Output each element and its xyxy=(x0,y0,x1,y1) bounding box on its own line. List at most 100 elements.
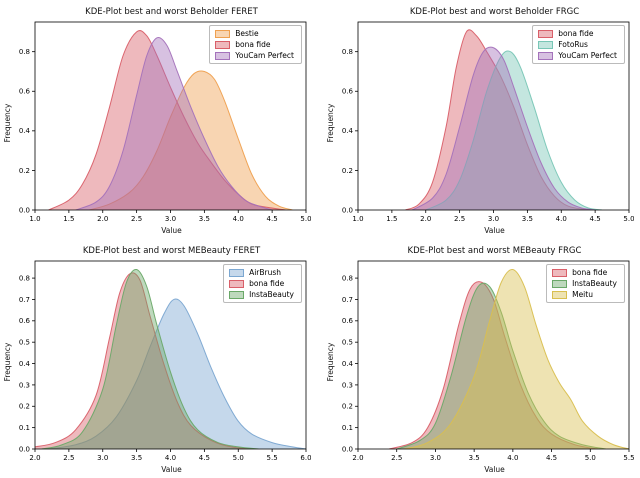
svg-text:5.0: 5.0 xyxy=(300,215,311,223)
svg-text:2.0: 2.0 xyxy=(29,454,40,462)
chart-title: KDE-Plot best and worst Beholder FERET xyxy=(85,7,258,17)
svg-text:5.0: 5.0 xyxy=(233,454,244,462)
chart-title: KDE-Plot best and worst MEBeauty FERET xyxy=(82,246,261,256)
svg-text:2.0: 2.0 xyxy=(420,215,431,223)
svg-text:0.0: 0.0 xyxy=(342,445,353,453)
svg-text:2.0: 2.0 xyxy=(352,454,363,462)
x-axis-label: Value xyxy=(161,226,182,235)
y-axis-label: Frequency xyxy=(3,342,12,381)
plot-canvas: 2.0 2.5 3.0 3.5 4.0 4.5 5.0 5.5 0.0 0.1 0.2 0.3 0.4 0… xyxy=(342,260,634,462)
legend-item: InstaBeauty xyxy=(229,290,294,299)
svg-text:4.0: 4.0 xyxy=(507,454,518,462)
plot-canvas: 2.0 2.5 3.0 3.5 4.0 4.5 5.0 5.5 6.0 0.0 0.1 0.2 0.3 0… xyxy=(19,260,311,462)
legend-label: Bestie xyxy=(235,29,259,38)
legend-item: bona fide xyxy=(229,279,294,288)
svg-text:0.0: 0.0 xyxy=(19,445,30,453)
svg-text:6.0: 6.0 xyxy=(300,454,311,462)
legend-item: bona fide xyxy=(552,268,617,277)
svg-text:0.4: 0.4 xyxy=(19,127,31,135)
svg-text:1.0: 1.0 xyxy=(352,215,363,223)
x-axis-label: Value xyxy=(484,226,505,235)
legend-swatch xyxy=(538,51,554,60)
svg-text:0.1: 0.1 xyxy=(19,424,30,432)
legend-swatch xyxy=(538,40,554,49)
y-axis-label: Frequency xyxy=(326,103,335,142)
legend-swatch xyxy=(538,29,554,38)
svg-text:0.5: 0.5 xyxy=(19,339,30,347)
legend-swatch xyxy=(229,268,245,277)
svg-text:0.6: 0.6 xyxy=(342,88,354,96)
svg-text:2.5: 2.5 xyxy=(391,454,402,462)
svg-text:0.1: 0.1 xyxy=(342,424,353,432)
svg-text:1.5: 1.5 xyxy=(386,215,397,223)
svg-text:2.5: 2.5 xyxy=(454,215,465,223)
legend: AirBrush bona fide InstaBeauty xyxy=(223,264,302,303)
svg-text:5.5: 5.5 xyxy=(267,454,278,462)
svg-text:0.4: 0.4 xyxy=(342,360,354,368)
svg-text:3.5: 3.5 xyxy=(199,215,210,223)
plot-area: 2.0 2.5 3.0 3.5 4.0 4.5 5.0 5.5 6.0 0.0 0.1 0.2 0.3 0… xyxy=(2,258,311,465)
svg-text:2.5: 2.5 xyxy=(131,215,142,223)
svg-text:3.0: 3.0 xyxy=(488,215,499,223)
legend-label: InstaBeauty xyxy=(572,279,617,288)
legend-label: FotoRus xyxy=(558,40,588,49)
chart-title: KDE-Plot best and worst MEBeauty FRGC xyxy=(407,246,582,256)
svg-text:0.7: 0.7 xyxy=(19,296,30,304)
svg-text:0.6: 0.6 xyxy=(342,317,354,325)
legend-item: Meitu xyxy=(552,290,617,299)
svg-text:0.8: 0.8 xyxy=(342,274,353,282)
legend-label: YouCam Perfect xyxy=(235,51,294,60)
plot-canvas: 1.0 1.5 2.0 2.5 3.0 3.5 4.0 4.5 5.0 0.0 0.2 0.4 0.6 0… xyxy=(342,21,634,223)
legend-label: bona fide xyxy=(235,40,271,49)
legend-label: Meitu xyxy=(572,290,593,299)
subplot-mebeauty-feret: KDE-Plot best and worst MEBeauty FERET 2… xyxy=(2,245,311,476)
svg-text:0.4: 0.4 xyxy=(342,127,354,135)
legend-label: bona fide xyxy=(249,279,285,288)
legend-swatch xyxy=(552,290,568,299)
legend-label: bona fide xyxy=(572,268,608,277)
svg-text:0.2: 0.2 xyxy=(342,167,353,175)
legend-swatch xyxy=(229,279,245,288)
svg-text:0.8: 0.8 xyxy=(19,48,30,56)
subplot-beholder-frgc: KDE-Plot best and worst Beholder FRGC 1.… xyxy=(325,6,634,237)
legend-item: bona fide xyxy=(538,29,617,38)
svg-text:1.0: 1.0 xyxy=(29,215,40,223)
legend-swatch xyxy=(552,279,568,288)
plot-area: 1.0 1.5 2.0 2.5 3.0 3.5 4.0 4.5 5.0 0.0 0.2 0.4 0.6 0… xyxy=(2,19,311,226)
svg-text:0.3: 0.3 xyxy=(342,381,353,389)
svg-text:0.0: 0.0 xyxy=(342,206,353,214)
legend-item: FotoRus xyxy=(538,40,617,49)
svg-text:4.0: 4.0 xyxy=(165,454,176,462)
svg-text:4.5: 4.5 xyxy=(267,215,278,223)
svg-text:0.3: 0.3 xyxy=(19,381,30,389)
legend-swatch xyxy=(229,290,245,299)
svg-text:0.4: 0.4 xyxy=(19,360,31,368)
legend-item: InstaBeauty xyxy=(552,279,617,288)
svg-text:4.0: 4.0 xyxy=(556,215,567,223)
subplot-beholder-feret: KDE-Plot best and worst Beholder FERET 1… xyxy=(2,6,311,237)
svg-text:2.5: 2.5 xyxy=(63,454,74,462)
svg-text:0.6: 0.6 xyxy=(19,317,31,325)
x-axis-label: Value xyxy=(484,465,505,474)
svg-text:5.5: 5.5 xyxy=(623,454,634,462)
svg-text:0.2: 0.2 xyxy=(342,403,353,411)
legend: bona fide FotoRus YouCam Perfect xyxy=(532,25,625,64)
svg-text:0.7: 0.7 xyxy=(342,296,353,304)
legend-label: InstaBeauty xyxy=(249,290,294,299)
legend: bona fide InstaBeauty Meitu xyxy=(546,264,625,303)
svg-text:0.6: 0.6 xyxy=(19,88,31,96)
svg-text:3.5: 3.5 xyxy=(131,454,142,462)
legend-label: YouCam Perfect xyxy=(558,51,617,60)
legend-swatch xyxy=(552,268,568,277)
svg-text:4.0: 4.0 xyxy=(233,215,244,223)
y-axis-label: Frequency xyxy=(326,342,335,381)
legend-label: bona fide xyxy=(558,29,594,38)
x-axis-label: Value xyxy=(161,465,182,474)
legend-item: Bestie xyxy=(215,29,294,38)
svg-text:3.0: 3.0 xyxy=(97,454,108,462)
svg-text:3.5: 3.5 xyxy=(469,454,480,462)
chart-title: KDE-Plot best and worst Beholder FRGC xyxy=(409,7,580,17)
svg-text:3.0: 3.0 xyxy=(165,215,176,223)
legend-item: bona fide xyxy=(215,40,294,49)
legend-swatch xyxy=(215,40,231,49)
